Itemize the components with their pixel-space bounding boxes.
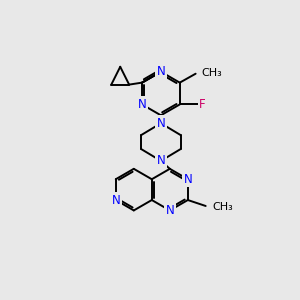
Text: N: N [157,154,165,167]
Text: CH₃: CH₃ [213,202,233,212]
Text: N: N [165,204,174,217]
Text: N: N [157,65,165,78]
Text: CH₃: CH₃ [202,68,222,78]
Text: N: N [157,117,165,130]
Text: N: N [184,173,192,186]
Text: F: F [199,98,206,111]
Text: N: N [111,194,120,206]
Text: N: N [138,98,146,111]
